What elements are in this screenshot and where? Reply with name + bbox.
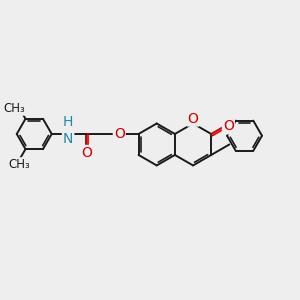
Text: H
N: H N: [63, 116, 73, 146]
Text: CH₃: CH₃: [8, 158, 30, 171]
Text: O: O: [223, 119, 234, 134]
Text: O: O: [188, 112, 199, 125]
Text: O: O: [114, 127, 125, 141]
Text: O: O: [81, 146, 92, 160]
Text: CH₃: CH₃: [4, 102, 26, 115]
